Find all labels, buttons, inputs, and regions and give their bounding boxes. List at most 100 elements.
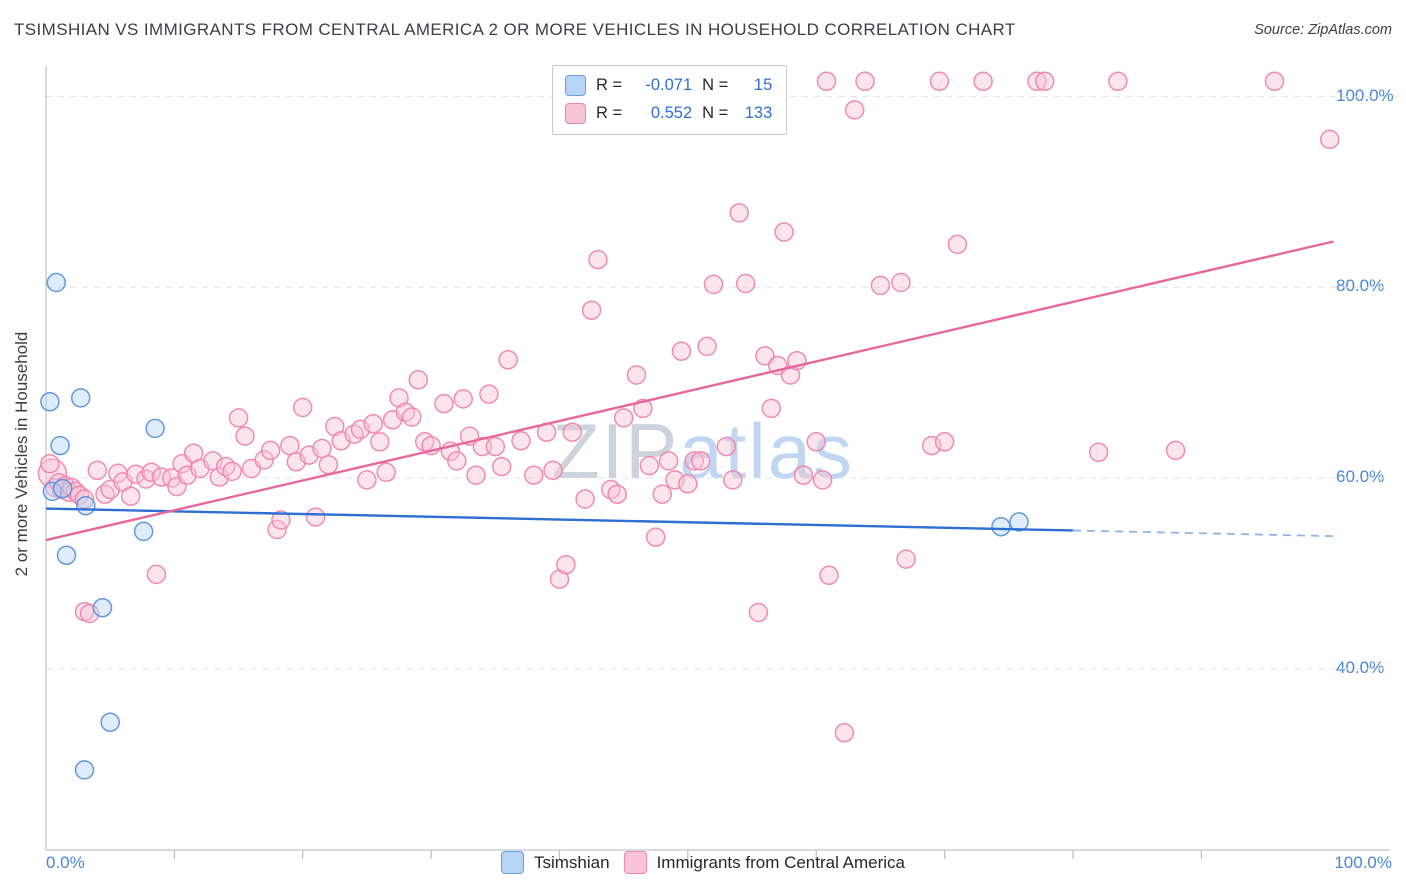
tsimshian-legend-label: Tsimshian [533,852,610,872]
tsimshian-point [133,521,154,542]
central-america-point [793,465,814,485]
central-america-point [151,467,172,487]
y-axis-tick-label: 60.0% [1336,467,1385,487]
central-america-point [434,393,454,414]
central-america-point [363,413,384,434]
central-america-point [498,350,518,370]
central-america-point [357,470,377,490]
y-axis-tick-label: 80.0% [1336,276,1385,296]
trend-line-extension-dashed [1072,529,1337,538]
central-america-point [292,397,313,418]
y-axis-tick-label: 40.0% [1336,657,1385,677]
y-axis-tick-label: 100.0% [1336,85,1394,105]
central-america-point [896,549,916,569]
central-america-point [141,462,162,483]
chart-title: TSIMSHIAN VS IMMIGRANTS FROM CENTRAL AME… [14,20,1016,39]
r-label: R = [596,104,623,122]
tsimshian-point [40,391,60,412]
legend-row-immigrants: R = 0.552 N = 133 [565,103,772,124]
watermark-zip-text: ZIP [551,407,680,495]
central-america-point [408,370,429,390]
central-america-point [1319,129,1340,150]
central-america-point [40,453,60,474]
central-america-point [479,384,499,404]
tsimshian-point [50,435,70,456]
central-america-point [581,300,602,320]
central-america-point [684,451,705,471]
central-america-point [761,398,782,419]
trend-line-tsimshian [45,507,1073,532]
r-value: 0.552 [650,104,693,122]
central-america-point [697,336,717,357]
tsimshian-r-stat: R = -0.071 [596,76,692,95]
central-america-point [1264,71,1285,92]
central-america-point [575,489,595,509]
central-america-point [816,71,837,92]
tsimshian-swatch [565,75,586,96]
central-america-point [524,465,544,485]
x-axis-tick-label-max: 100.0% [1334,853,1392,872]
central-america-point [228,408,249,428]
central-america-point [891,272,911,293]
correlation-stats-legend: R = -0.071 N = 15 R = 0.552 N = 133 [552,65,788,135]
central-america-point [716,436,737,457]
central-america-point [1088,442,1109,463]
immigrants-legend-swatch [623,851,647,874]
central-america-point [703,274,724,295]
central-america-point [556,555,576,575]
n-value: 15 [753,76,773,94]
central-america-point [562,422,583,442]
central-america-point [735,273,756,294]
central-america-point [934,432,955,452]
central-america-point [658,451,679,471]
tsimshian-point [991,516,1011,537]
central-america-point [466,465,486,485]
central-america-point [834,722,855,743]
central-america-point [370,432,390,452]
tsimshian-point [70,388,91,408]
tsimshian-n-stat: N = 15 [702,76,772,95]
central-america-point [652,484,672,504]
central-america-point [254,450,274,470]
central-america-point [678,474,698,494]
immigrants-n-stat: N = 133 [702,104,772,123]
central-america-point [235,426,255,446]
trend-line-central-america [45,240,1334,542]
r-value: -0.071 [645,76,693,94]
central-america-point [222,461,242,482]
immigrants-swatch [565,103,586,124]
legend-row-tsimshian: R = -0.071 N = 15 [565,75,772,96]
central-america-point [812,470,833,490]
central-america-point [690,451,711,471]
central-america-point [613,408,634,428]
tsimshian-point [52,478,73,499]
n-label: N = [702,76,729,94]
central-america-point [870,275,891,296]
central-america-point [146,564,167,585]
central-america-point [806,432,826,452]
central-america-point [973,71,993,92]
tsimshian-point [76,495,96,516]
tsimshian-legend-swatch [500,851,524,874]
central-america-point [280,435,300,456]
central-america-point [126,464,146,484]
central-america-point [447,451,467,471]
central-america-point [748,602,769,623]
tsimshian-point [92,597,113,618]
central-america-point [511,431,531,451]
central-america-point [588,249,608,270]
central-america-point [312,438,332,459]
central-america-point [633,398,653,419]
central-america-point [855,71,875,92]
central-america-point [819,565,839,586]
central-america-point [402,407,422,427]
central-america-point [491,456,512,477]
central-america-point [318,454,339,475]
tsimshian-point [46,272,67,293]
central-america-point [271,510,291,530]
central-america-point [1108,71,1128,92]
tsimshian-point [100,712,120,732]
central-america-point [774,222,794,242]
series-legend: Tsimshian Immigrants from Central Americ… [0,851,1406,874]
central-america-point [305,507,326,527]
